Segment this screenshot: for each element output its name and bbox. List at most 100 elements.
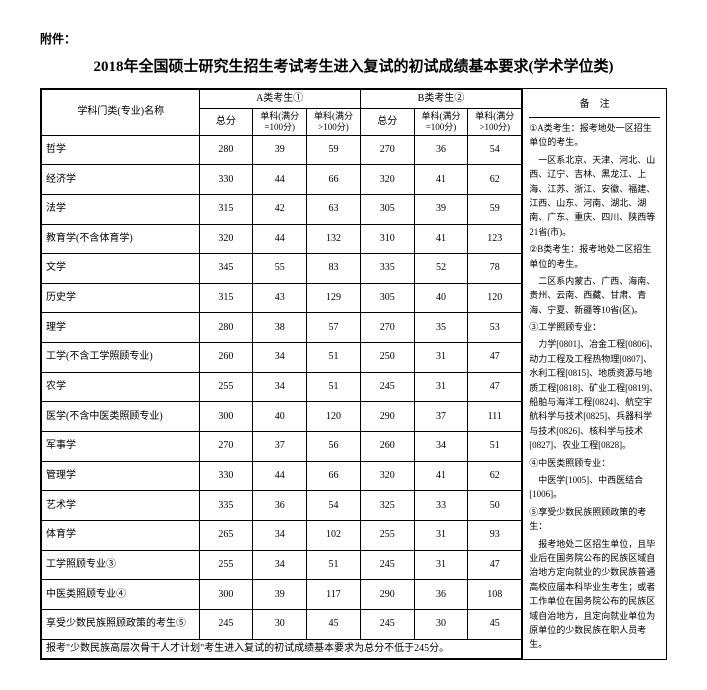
- cell-a-total: 300: [199, 580, 253, 610]
- table-row: 法学31542633053959: [42, 194, 522, 224]
- cell-b-s100: 41: [414, 461, 468, 491]
- table-row: 体育学265341022553193: [42, 520, 522, 550]
- cell-a-o100: 56: [307, 432, 361, 462]
- cell-b-o100: 111: [468, 402, 522, 432]
- cell-subject: 历史学: [42, 283, 200, 313]
- header-a-s100: 单科(满分=100分): [253, 109, 307, 136]
- cell-a-s100: 34: [253, 343, 307, 373]
- cell-a-total: 330: [199, 165, 253, 195]
- cell-b-total: 245: [360, 372, 414, 402]
- notes-header: 备 注: [529, 93, 660, 118]
- cell-a-total: 255: [199, 550, 253, 580]
- table-row: 医学(不含中医类照顾专业)3004012029037111: [42, 402, 522, 432]
- cell-b-s100: 41: [414, 224, 468, 254]
- cell-b-total: 310: [360, 224, 414, 254]
- cell-a-o100: 54: [307, 491, 361, 521]
- table-row: 文学34555833355278: [42, 254, 522, 284]
- note-1-title: ①A类考生：报考地处一区招生单位的考生。: [529, 121, 660, 150]
- cell-b-o100: 62: [468, 461, 522, 491]
- table-row: 管理学33044663204162: [42, 461, 522, 491]
- cell-b-total: 255: [360, 520, 414, 550]
- cell-a-s100: 39: [253, 135, 307, 165]
- cell-a-total: 335: [199, 491, 253, 521]
- cell-subject: 工学照顾专业③: [42, 550, 200, 580]
- note-1-body: 一区系北京、天津、河北、山西、辽宁、吉林、黑龙江、上海、江苏、浙江、安徽、福建、…: [529, 153, 660, 239]
- table-row: 中医类照顾专业④3003911729036108: [42, 580, 522, 610]
- cell-a-total: 315: [199, 194, 253, 224]
- cell-b-s100: 39: [414, 194, 468, 224]
- note-5-body: 报考地处二区招生单位，且毕业后在国务院公布的民族区域自治地方定向就业的少数民族普…: [529, 537, 660, 652]
- header-b-total: 总分: [360, 109, 414, 136]
- table-row: 教育学(不含体育学)3204413231041123: [42, 224, 522, 254]
- header-b-o100: 单科(满分>100分): [468, 109, 522, 136]
- cell-b-s100: 41: [414, 165, 468, 195]
- cell-a-o100: 66: [307, 461, 361, 491]
- cell-subject: 享受少数民族照顾政策的考生⑤: [42, 609, 200, 639]
- cell-a-s100: 30: [253, 609, 307, 639]
- cell-a-s100: 44: [253, 224, 307, 254]
- table-row: 享受少数民族照顾政策的考生⑤24530452453045: [42, 609, 522, 639]
- note-2-body: 二区系内蒙古、广西、海南、贵州、云南、西藏、甘肃、青海、宁夏、新疆等10省(区)…: [529, 274, 660, 317]
- notes-body: ①A类考生：报考地处一区招生单位的考生。 一区系北京、天津、河北、山西、辽宁、吉…: [529, 121, 660, 652]
- cell-subject: 经济学: [42, 165, 200, 195]
- cell-a-o100: 83: [307, 254, 361, 284]
- cell-subject: 哲学: [42, 135, 200, 165]
- cell-a-total: 280: [199, 135, 253, 165]
- table-row: 农学25534512453147: [42, 372, 522, 402]
- page-title: 2018年全国硕士研究生招生考试考生进入复试的初试成绩基本要求(学术学位类): [40, 55, 667, 76]
- table-row: 哲学28039592703654: [42, 135, 522, 165]
- cell-b-o100: 59: [468, 194, 522, 224]
- cell-b-o100: 108: [468, 580, 522, 610]
- cell-a-total: 315: [199, 283, 253, 313]
- cell-b-s100: 34: [414, 432, 468, 462]
- cell-a-total: 280: [199, 313, 253, 343]
- cell-a-s100: 34: [253, 520, 307, 550]
- cell-b-total: 245: [360, 550, 414, 580]
- cell-subject: 中医类照顾专业④: [42, 580, 200, 610]
- cell-a-s100: 37: [253, 432, 307, 462]
- cell-a-total: 300: [199, 402, 253, 432]
- cell-subject: 体育学: [42, 520, 200, 550]
- cell-a-s100: 55: [253, 254, 307, 284]
- cell-a-s100: 40: [253, 402, 307, 432]
- cell-a-s100: 43: [253, 283, 307, 313]
- cell-b-o100: 54: [468, 135, 522, 165]
- cell-a-total: 330: [199, 461, 253, 491]
- table-row: 经济学33044663204162: [42, 165, 522, 195]
- table-row: 工学(不含工学照顾专业)26034512503147: [42, 343, 522, 373]
- cell-b-total: 270: [360, 313, 414, 343]
- cell-subject: 军事学: [42, 432, 200, 462]
- header-group-a: A类考生①: [199, 90, 360, 109]
- table-row: 艺术学33536543253350: [42, 491, 522, 521]
- cell-b-s100: 33: [414, 491, 468, 521]
- cell-b-o100: 51: [468, 432, 522, 462]
- cell-a-total: 265: [199, 520, 253, 550]
- cell-subject: 工学(不含工学照顾专业): [42, 343, 200, 373]
- cell-b-s100: 31: [414, 550, 468, 580]
- cell-b-total: 325: [360, 491, 414, 521]
- cell-subject: 法学: [42, 194, 200, 224]
- cell-a-s100: 42: [253, 194, 307, 224]
- cell-b-s100: 31: [414, 343, 468, 373]
- header-a-o100: 单科(满分>100分): [307, 109, 361, 136]
- cell-a-s100: 38: [253, 313, 307, 343]
- cell-a-o100: 45: [307, 609, 361, 639]
- cell-a-o100: 120: [307, 402, 361, 432]
- cell-a-total: 320: [199, 224, 253, 254]
- cell-a-s100: 44: [253, 461, 307, 491]
- header-b-s100: 单科(满分=100分): [414, 109, 468, 136]
- cell-b-s100: 36: [414, 135, 468, 165]
- cell-b-total: 320: [360, 461, 414, 491]
- cell-subject: 农学: [42, 372, 200, 402]
- cell-b-o100: 120: [468, 283, 522, 313]
- cell-a-total: 245: [199, 609, 253, 639]
- cell-a-s100: 34: [253, 372, 307, 402]
- header-a-total: 总分: [199, 109, 253, 136]
- cell-a-s100: 34: [253, 550, 307, 580]
- header-subject: 学科门类(专业)名称: [42, 90, 200, 136]
- cell-subject: 教育学(不含体育学): [42, 224, 200, 254]
- cell-subject: 艺术学: [42, 491, 200, 521]
- table-row: 理学28038572703553: [42, 313, 522, 343]
- cell-a-o100: 102: [307, 520, 361, 550]
- note-3-title: ③工学照顾专业：: [529, 320, 660, 334]
